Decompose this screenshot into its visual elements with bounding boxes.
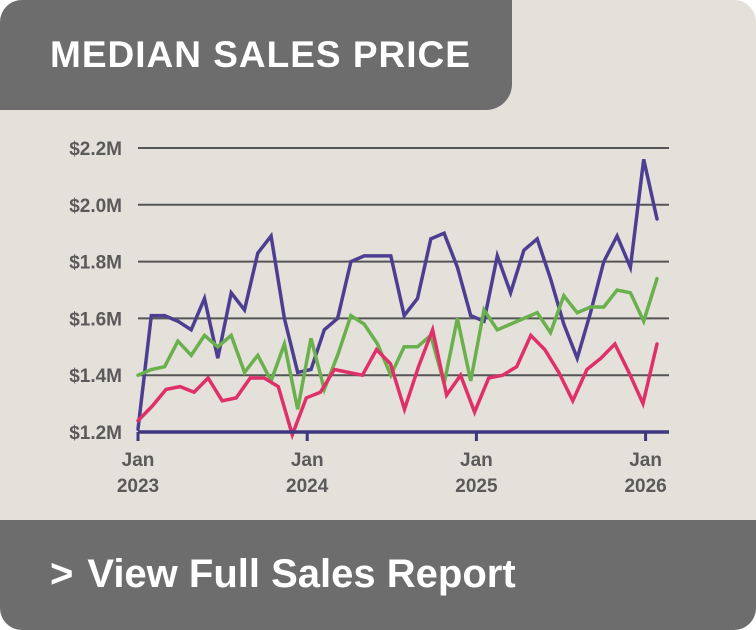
y-tick-label: $1.4M — [69, 366, 122, 387]
view-report-link[interactable]: > View Full Sales Report — [0, 520, 756, 630]
y-tick-label: $1.8M — [69, 253, 122, 274]
x-tick-year: 2023 — [117, 476, 159, 497]
x-tick-year: 2025 — [455, 476, 498, 497]
series-line-purple — [136, 159, 659, 431]
series-line-red — [136, 323, 659, 441]
y-tick-label: $1.6M — [69, 309, 122, 330]
series-line-green — [136, 276, 659, 410]
x-tick-year: 2024 — [286, 476, 329, 497]
grid-layer — [138, 147, 669, 377]
arrow-icon: > — [50, 552, 74, 596]
series-layer — [136, 159, 659, 441]
x-tick-year: 2026 — [624, 476, 666, 497]
view-report-label[interactable]: > View Full Sales Report — [50, 552, 516, 597]
view-report-text: View Full Sales Report — [87, 552, 516, 596]
y-tick-label: $1.2M — [69, 423, 122, 444]
x-tick-month: Jan — [122, 450, 155, 471]
chart-svg: $1.2M$1.4M$1.6M$1.8M$2.0M$2.2M Jan2023Ja… — [69, 139, 669, 497]
title-tab: MEDIAN SALES PRICE — [0, 0, 512, 110]
x-tick-month: Jan — [629, 450, 662, 471]
line-chart: $1.2M $1.4M $1.6M $1.8M $2.0M $2.2M Jan 2023 Ja… — [0, 110, 756, 520]
y-axis-labels: $1.2M $1.4M $1.6M $1.8M $2.0M $2.2M — [69, 139, 122, 444]
y-tick-label: $2.2M — [69, 139, 122, 160]
y-tick-label: $2.0M — [69, 196, 122, 217]
x-axis-labels: Jan 2023 Jan 2024 Jan 2025 Jan 2026 — [117, 450, 667, 497]
axis-layer — [136, 430, 669, 441]
x-tick-month: Jan — [291, 450, 324, 471]
chart-title: MEDIAN SALES PRICE — [50, 34, 471, 75]
x-tick-month: Jan — [460, 450, 493, 471]
